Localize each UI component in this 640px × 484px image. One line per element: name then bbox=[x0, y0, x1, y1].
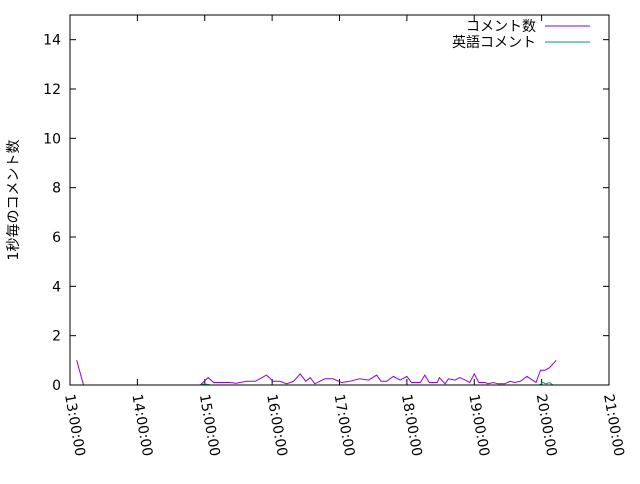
x-tick-label: 19:00:00 bbox=[465, 393, 492, 458]
y-tick-label: 14 bbox=[43, 33, 61, 49]
y-axis-label: 1秒毎のコメント数 bbox=[6, 140, 22, 261]
x-tick-label: 16:00:00 bbox=[263, 393, 290, 458]
x-tick-label: 17:00:00 bbox=[331, 393, 358, 458]
legend-label-1: 英語コメント bbox=[452, 34, 536, 51]
plot-border bbox=[69, 14, 610, 386]
x-tick-label: 20:00:00 bbox=[533, 393, 560, 458]
x-tick-label: 15:00:00 bbox=[196, 393, 223, 458]
y-tick-label: 2 bbox=[52, 329, 61, 345]
series-line-0 bbox=[76, 359, 557, 386]
y-tick-label: 12 bbox=[43, 82, 61, 98]
x-tick-label: 18:00:00 bbox=[398, 393, 425, 458]
y-tick-label: 8 bbox=[52, 181, 61, 197]
series-lines bbox=[76, 359, 557, 386]
y-tick-label: 0 bbox=[52, 378, 61, 394]
x-tick-label: 13:00:00 bbox=[61, 393, 88, 458]
x-tick-label: 21:00:00 bbox=[600, 393, 627, 458]
x-tick-label: 14:00:00 bbox=[128, 393, 155, 458]
legend: コメント数 英語コメント bbox=[452, 19, 590, 51]
y-tick-label: 6 bbox=[52, 230, 61, 246]
ticks: 0 2 4 6 8 10 12 14 13:00:00 14:00:00 15:00:00 16:00… bbox=[43, 15, 627, 458]
legend-label-0: コメント数 bbox=[466, 19, 536, 35]
y-tick-label: 4 bbox=[52, 279, 61, 295]
y-tick-label: 10 bbox=[43, 131, 61, 147]
